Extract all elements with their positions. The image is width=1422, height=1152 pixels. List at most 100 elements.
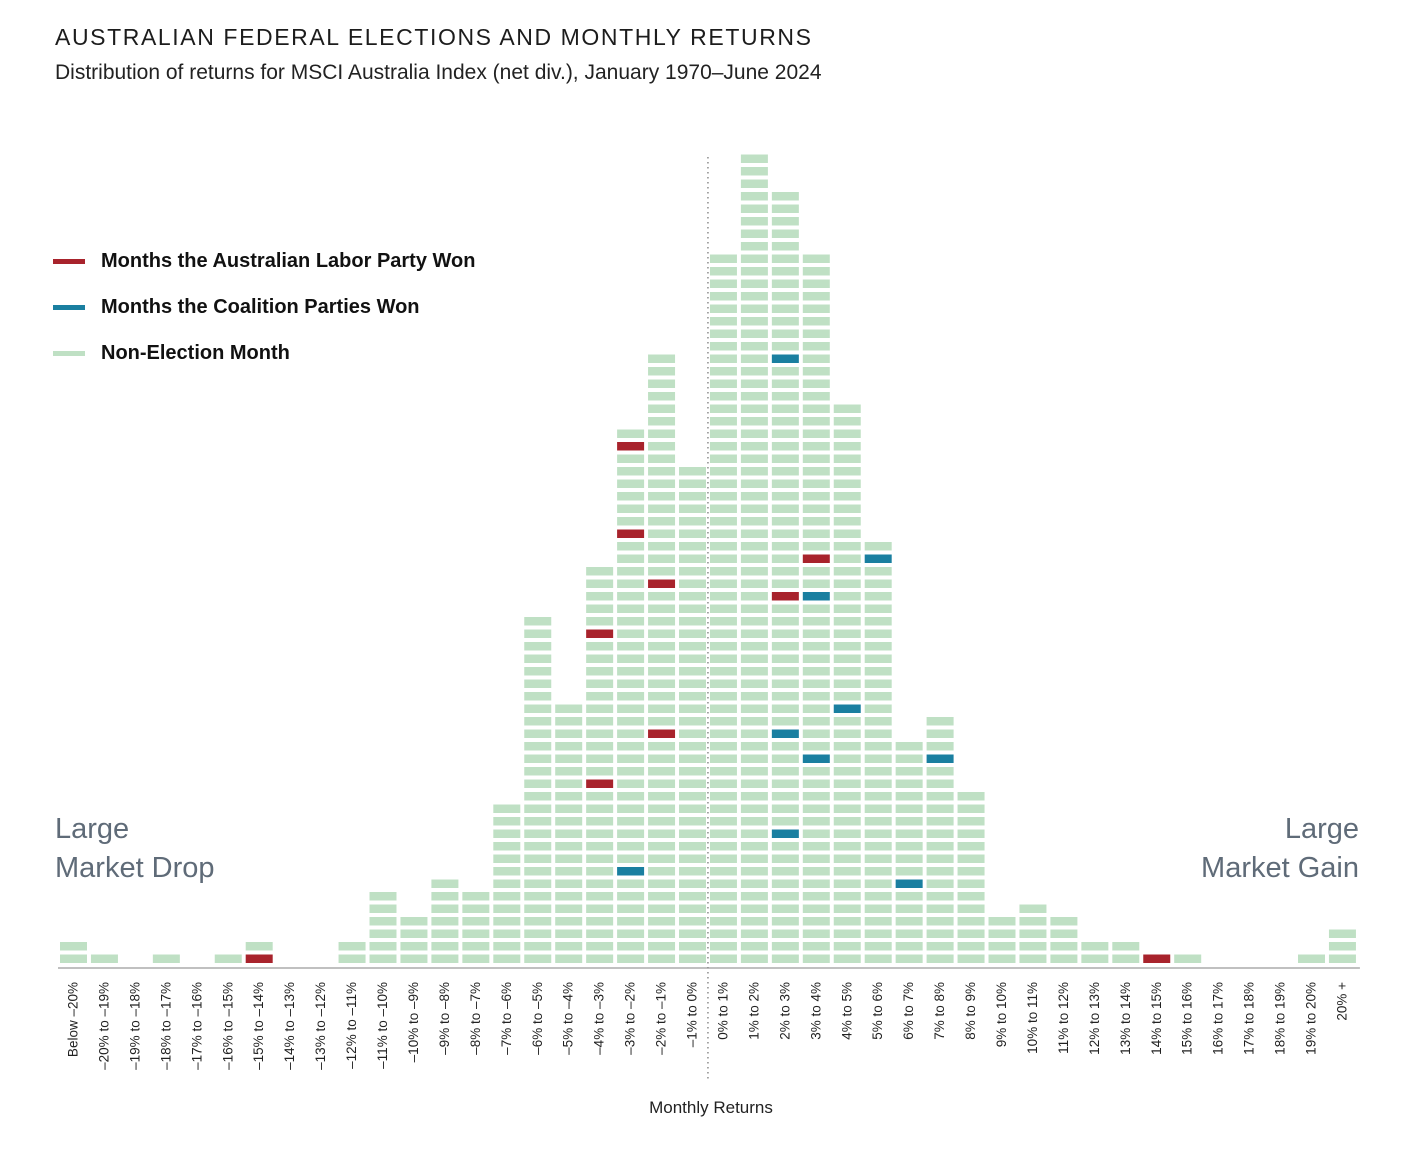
month-block [802, 929, 830, 938]
month-block [864, 779, 892, 788]
month-block [709, 817, 737, 826]
month-block [617, 767, 645, 776]
x-tick-label: 17% to 18% [1242, 982, 1257, 1055]
month-block [586, 929, 614, 938]
month-block [864, 567, 892, 576]
month-block [926, 929, 954, 938]
month-block [648, 442, 676, 451]
month-block [740, 217, 768, 226]
month-block [586, 892, 614, 901]
month-block [895, 904, 923, 913]
month-block [709, 492, 737, 501]
bar-stack [90, 954, 118, 963]
month-block [740, 354, 768, 363]
month-block [740, 779, 768, 788]
month-block [586, 717, 614, 726]
month-block [833, 429, 861, 438]
month-block [679, 742, 706, 751]
month-block [740, 279, 768, 288]
month-block [648, 567, 676, 576]
legend-swatch-coalition [53, 304, 85, 310]
bar-stack [245, 942, 273, 963]
month-block [555, 929, 583, 938]
coalition-win-month-block [895, 879, 923, 888]
month-block [1112, 954, 1140, 963]
month-block [740, 504, 768, 513]
month-block [771, 679, 799, 688]
month-block [802, 567, 830, 576]
month-block [555, 817, 583, 826]
month-block [709, 667, 737, 676]
month-block [431, 904, 459, 913]
x-tick-label: –5% to –4% [561, 982, 576, 1055]
month-block [369, 917, 397, 926]
month-block [771, 842, 799, 851]
month-block [431, 879, 459, 888]
month-block [679, 904, 706, 913]
month-block [462, 917, 490, 926]
legend-swatch-labor [53, 258, 85, 264]
month-block [802, 904, 830, 913]
month-block [740, 567, 768, 576]
month-block [802, 292, 830, 301]
month-block [586, 829, 614, 838]
month-block [524, 867, 552, 876]
x-tick-label: 3% to 4% [808, 982, 823, 1040]
month-block [617, 892, 645, 901]
month-block [771, 542, 799, 551]
month-block [617, 779, 645, 788]
month-block [864, 542, 892, 551]
month-block [586, 854, 614, 863]
month-block [740, 367, 768, 376]
month-block [555, 704, 583, 713]
month-block [648, 917, 676, 926]
month-block [864, 592, 892, 601]
month-block [709, 592, 737, 601]
month-block [740, 817, 768, 826]
month-block [740, 642, 768, 651]
month-block [802, 392, 830, 401]
month-block [524, 829, 552, 838]
bar-stack [1174, 954, 1202, 963]
month-block [709, 567, 737, 576]
month-block [926, 767, 954, 776]
month-block [895, 867, 923, 876]
month-block [771, 879, 799, 888]
month-block [895, 754, 923, 763]
bar-stack [555, 704, 583, 963]
month-block [679, 617, 706, 626]
x-tick-label: 18% to 19% [1273, 982, 1288, 1055]
month-block [1050, 929, 1078, 938]
month-block [555, 917, 583, 926]
month-block [648, 879, 676, 888]
month-block [617, 604, 645, 613]
month-block [709, 342, 737, 351]
month-block [740, 192, 768, 201]
month-block [709, 717, 737, 726]
month-block [802, 829, 830, 838]
month-block [802, 317, 830, 326]
month-block [864, 742, 892, 751]
month-block [833, 529, 861, 538]
month-block [802, 354, 830, 363]
month-block [462, 892, 490, 901]
month-block [864, 767, 892, 776]
month-block [679, 529, 706, 538]
month-block [462, 929, 490, 938]
month-block [771, 954, 799, 963]
coalition-win-month-block [926, 754, 954, 763]
month-block [988, 954, 1016, 963]
month-block [617, 904, 645, 913]
month-block [740, 867, 768, 876]
month-block [1050, 917, 1078, 926]
month-block [771, 304, 799, 313]
month-block [802, 892, 830, 901]
month-block [740, 842, 768, 851]
month-block [1019, 929, 1047, 938]
legend-label-non-election: Non-Election Month [101, 341, 290, 364]
month-block [740, 942, 768, 951]
month-block [555, 742, 583, 751]
month-block [771, 904, 799, 913]
month-block [1328, 954, 1356, 963]
month-block [648, 817, 676, 826]
